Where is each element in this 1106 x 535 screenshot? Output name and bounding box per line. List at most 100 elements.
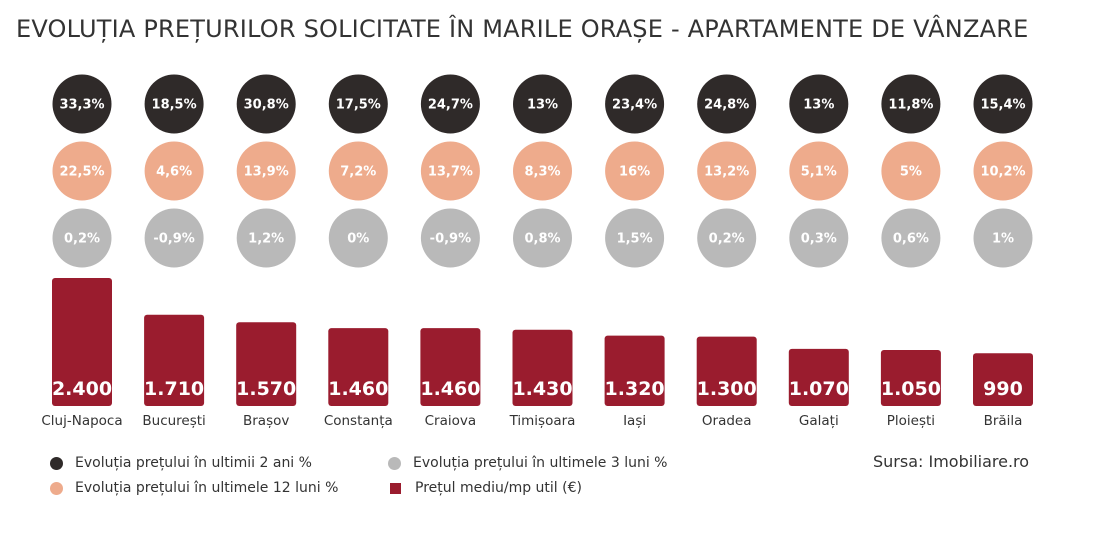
circle-label-two-years-8: 13%: [803, 98, 834, 113]
bar-value-label-9: 1.050: [881, 378, 941, 400]
bar-10: [973, 353, 1033, 406]
circle-label-three-months-7: 0,2%: [709, 232, 745, 247]
bar-4: [420, 328, 481, 406]
circle-twelve-months-8: [789, 141, 849, 201]
circle-two-years-7: [697, 74, 757, 134]
circle-twelve-months-5: [513, 141, 572, 201]
category-label-0: Cluj-Napoca: [41, 413, 122, 429]
bar-value-label-0: 2.400: [52, 378, 112, 400]
category-label-9: Ploiești: [887, 413, 935, 429]
circle-label-two-years-0: 33,3%: [59, 98, 104, 113]
bar-value-label-7: 1.300: [697, 378, 757, 400]
circle-two-years-2: [236, 74, 296, 134]
legend-label-three-months: Evoluția prețului în ultimele 3 luni %: [413, 455, 668, 471]
legend-dot-three-months: [388, 456, 401, 470]
circle-two-years-1: [144, 74, 204, 134]
circle-twelve-months-6: [605, 141, 665, 201]
circle-label-two-years-9: 11,8%: [888, 98, 933, 113]
circle-twelve-months-9: [881, 141, 941, 201]
circle-label-twelve-months-1: 4,6%: [156, 165, 192, 180]
circle-twelve-months-7: [697, 141, 757, 201]
circle-twelve-months-3: [328, 141, 388, 201]
legend-item-price: Prețul mediu/mp util (€): [389, 480, 582, 496]
circle-three-months-4: [420, 208, 480, 268]
circle-label-three-months-8: 0,3%: [801, 232, 837, 247]
circle-two-years-8: [789, 74, 849, 134]
chart-title: EVOLUȚIA PREȚURILOR SOLICITATE ÎN MARILE…: [16, 15, 1029, 43]
circle-label-two-years-10: 15,4%: [980, 98, 1025, 113]
category-label-6: Iași: [623, 413, 646, 429]
category-label-4: Craiova: [425, 413, 477, 429]
circle-three-months-6: [605, 208, 665, 268]
circle-label-two-years-7: 24,8%: [704, 98, 749, 113]
circle-label-twelve-months-6: 16%: [619, 165, 650, 180]
legend-square-price: [390, 482, 401, 494]
circle-label-two-years-2: 30,8%: [244, 98, 289, 113]
circle-label-two-years-3: 17,5%: [336, 98, 381, 113]
circle-label-twelve-months-2: 13,9%: [244, 165, 289, 180]
circle-three-months-10: [973, 208, 1033, 268]
circle-label-twelve-months-7: 13,2%: [704, 165, 749, 180]
circle-label-three-months-1: -0,9%: [153, 232, 194, 247]
circle-two-years-9: [881, 74, 941, 134]
category-label-5: Timișoara: [509, 413, 576, 429]
legend-item-twelve-months: Evoluția prețului în ultimele 12 luni %: [50, 480, 338, 496]
circle-three-months-0: [52, 208, 112, 268]
circle-label-twelve-months-10: 10,2%: [980, 165, 1025, 180]
circle-twelve-months-4: [420, 141, 480, 201]
category-label-3: Constanța: [324, 413, 393, 429]
circle-three-months-8: [789, 208, 849, 268]
circle-label-three-months-0: 0,2%: [64, 232, 100, 247]
circle-label-three-months-4: -0,9%: [430, 232, 471, 247]
legend-dot-two-years: [50, 456, 63, 470]
category-label-8: Galați: [799, 413, 839, 429]
circle-two-years-0: [52, 74, 112, 134]
bar-value-label-10: 990: [983, 378, 1023, 400]
legend-label-price: Prețul mediu/mp util (€): [415, 480, 582, 496]
bar-value-label-4: 1.460: [420, 378, 480, 400]
circle-label-twelve-months-9: 5%: [900, 165, 922, 180]
category-label-1: București: [142, 413, 205, 429]
bar-7: [696, 336, 757, 406]
circle-label-two-years-1: 18,5%: [152, 98, 197, 113]
circle-label-twelve-months-5: 8,3%: [524, 165, 560, 180]
category-label-2: Brașov: [243, 413, 289, 429]
legend-label-two-years: Evoluția prețului în ultimii 2 ani %: [75, 455, 312, 471]
circle-label-two-years-6: 23,4%: [612, 98, 657, 113]
circle-three-months-9: [881, 208, 941, 268]
circle-label-three-months-10: 1%: [992, 232, 1014, 247]
circle-three-months-5: [513, 208, 572, 268]
circle-label-two-years-4: 24,7%: [428, 98, 473, 113]
bar-3: [328, 328, 389, 406]
circle-label-twelve-months-4: 13,7%: [428, 165, 473, 180]
legend-item-two-years: Evoluția prețului în ultimii 2 ani %: [50, 455, 312, 471]
legend-item-three-months: Evoluția prețului în ultimele 3 luni %: [388, 455, 667, 471]
bar-value-label-6: 1.320: [605, 378, 665, 400]
circle-two-years-10: [973, 74, 1033, 134]
source-note: Sursa: Imobiliare.ro: [873, 452, 1030, 471]
bar-value-label-1: 1.710: [144, 378, 204, 400]
bar-2: [236, 322, 297, 406]
circle-label-twelve-months-8: 5,1%: [801, 165, 837, 180]
bar-value-label-5: 1.430: [512, 378, 572, 400]
circle-label-three-months-9: 0,6%: [893, 232, 929, 247]
circle-label-twelve-months-3: 7,2%: [340, 165, 376, 180]
bar-0: [52, 278, 112, 406]
circle-label-three-months-5: 0,8%: [524, 232, 560, 247]
legend-dot-twelve-months: [50, 481, 63, 495]
bar-value-label-3: 1.460: [328, 378, 388, 400]
circle-twelve-months-10: [973, 141, 1033, 201]
category-label-10: Brăila: [984, 413, 1023, 429]
bar-6: [604, 335, 665, 406]
category-label-7: Oradea: [702, 413, 752, 429]
bar-5: [512, 329, 573, 406]
circle-two-years-5: [513, 74, 572, 134]
circle-label-three-months-2: 1,2%: [248, 232, 284, 247]
bar-9: [880, 350, 941, 406]
circle-two-years-3: [328, 74, 388, 134]
circle-two-years-6: [605, 74, 665, 134]
circle-label-two-years-5: 13%: [527, 98, 558, 113]
circle-twelve-months-0: [52, 141, 112, 201]
bar-1: [144, 314, 205, 406]
